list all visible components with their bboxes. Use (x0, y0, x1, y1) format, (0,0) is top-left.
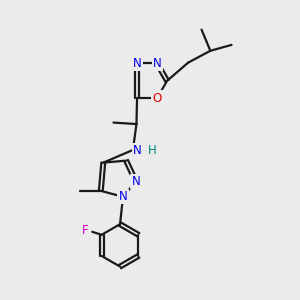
Text: F: F (82, 224, 89, 237)
Text: N: N (153, 57, 161, 70)
Text: O: O (152, 92, 162, 105)
Text: H: H (148, 144, 156, 157)
Text: N: N (133, 57, 141, 70)
Text: N: N (118, 190, 127, 203)
Text: N: N (131, 175, 140, 188)
Text: N: N (133, 144, 142, 157)
